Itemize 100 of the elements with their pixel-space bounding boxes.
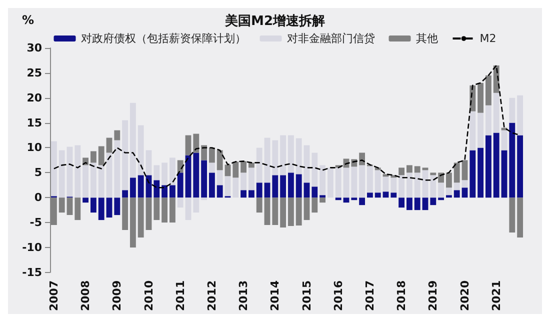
x-tick-label: 2016: [332, 280, 345, 312]
bar: [82, 165, 89, 198]
bar: [58, 198, 65, 213]
bar: [470, 111, 476, 150]
bar: [208, 148, 215, 163]
bar: [208, 172, 215, 198]
bar: [240, 172, 247, 190]
bar: [224, 176, 231, 196]
bar: [154, 180, 160, 198]
bar: [414, 172, 420, 198]
bar: [366, 166, 373, 193]
bar: [280, 198, 286, 228]
bar: [382, 176, 389, 192]
y-tick-label: -15: [22, 266, 42, 279]
bar: [122, 198, 128, 230]
bar: [216, 185, 223, 198]
bar: [248, 168, 254, 190]
bar: [146, 150, 152, 176]
bar: [185, 155, 192, 198]
bar: [201, 145, 208, 160]
bar: [320, 198, 326, 203]
bar: [478, 112, 484, 148]
bar: [312, 186, 318, 198]
bar: [470, 150, 476, 198]
bar: [359, 165, 366, 198]
x-tick-label: 2010: [142, 280, 156, 312]
bar: [454, 190, 460, 198]
bar: [478, 82, 484, 113]
x-tick-label: 2017: [363, 280, 376, 312]
bar: [390, 178, 397, 193]
bar: [240, 161, 247, 173]
legend-label: 其他: [416, 32, 438, 45]
bar: [185, 135, 192, 156]
bar: [517, 135, 524, 198]
legend-label: 对非金融部门信贷: [286, 32, 375, 45]
bar: [351, 198, 358, 200]
bar: [438, 198, 444, 200]
bar: [169, 185, 176, 198]
bar: [232, 178, 239, 198]
bar: [216, 150, 223, 170]
x-tick-label: 2014: [268, 280, 282, 312]
x-tick-label: 2007: [47, 280, 60, 312]
bar: [177, 172, 184, 198]
bar: [122, 190, 128, 198]
bar: [122, 120, 128, 190]
y-tick-label: 0: [34, 191, 42, 204]
bar: [438, 182, 444, 198]
bar: [114, 130, 120, 140]
bar: [90, 162, 96, 198]
bar: [446, 172, 452, 188]
bar: [288, 135, 294, 173]
bar: [327, 168, 334, 198]
bar: [288, 198, 294, 226]
bar: [366, 192, 373, 198]
bar: [422, 198, 428, 210]
bar: [272, 140, 278, 176]
bar: [493, 132, 500, 198]
bar: [280, 175, 286, 198]
bar: [280, 135, 286, 176]
bar: [138, 125, 144, 176]
bar: [130, 198, 136, 248]
bar: [304, 145, 310, 183]
line-series: [53, 64, 521, 188]
y-tick-label: 15: [26, 116, 42, 130]
bar: [177, 198, 184, 208]
y-tick-label: -10: [22, 240, 42, 254]
bar: [114, 198, 120, 216]
x-tick-label: 2015: [300, 280, 314, 312]
bar: [208, 162, 215, 173]
bar: [201, 160, 208, 198]
bar: [478, 148, 484, 198]
bar: [98, 165, 104, 198]
y-tick-label: 5: [34, 166, 42, 180]
bar: [296, 198, 302, 226]
bar: [406, 198, 412, 210]
bar: [193, 134, 200, 153]
y-tick-label: 30: [26, 42, 42, 54]
bar: [422, 170, 428, 198]
x-tick-label: 2021: [490, 280, 503, 312]
bar: [493, 92, 500, 133]
bar: [66, 146, 73, 197]
bar: [138, 198, 144, 238]
bar: [398, 175, 405, 198]
legend-label: M2: [480, 32, 496, 45]
bar: [320, 195, 326, 198]
bar: [74, 198, 81, 220]
bar: [517, 198, 524, 238]
bar: [193, 152, 200, 198]
bar: [343, 198, 350, 203]
bar: [264, 198, 270, 226]
bar: [414, 166, 420, 173]
bar: [485, 105, 492, 136]
bar: [454, 162, 460, 183]
x-tick-label: 2013: [237, 280, 250, 312]
bar: [162, 162, 168, 186]
chart-title: 美国M2增速拆解: [224, 13, 325, 29]
bar: [264, 138, 270, 183]
bar: [398, 198, 405, 208]
x-tick-label: 2008: [79, 280, 92, 312]
bar: [390, 192, 397, 198]
